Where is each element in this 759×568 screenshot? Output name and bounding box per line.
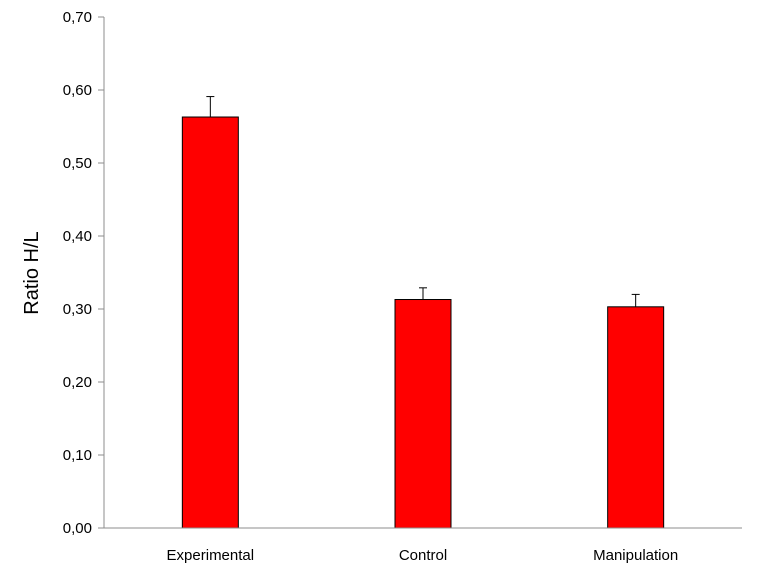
bars [181, 96, 665, 529]
bar-experimental [181, 116, 239, 529]
y-tick-label: 0,00 [63, 520, 92, 537]
bar-manipulation [607, 306, 665, 529]
y-tick-label: 0,40 [63, 228, 92, 245]
y-tick-label: 0,30 [63, 301, 92, 318]
x-tick-label-experimental: Experimental [167, 547, 255, 564]
x-tick-label-control: Control [399, 547, 447, 564]
y-tick-label: 0,70 [63, 9, 92, 26]
y-tick-label: 0,60 [63, 82, 92, 99]
y-tick-label: 0,50 [63, 155, 92, 172]
x-axis-labels: Experimental Control Manipulation [167, 547, 679, 564]
y-axis-title: Ratio H/L [21, 231, 43, 314]
y-tick-label: 0,20 [63, 374, 92, 391]
x-tick-label-manipulation: Manipulation [593, 547, 678, 564]
y-axis-ticks: 0,00 0,10 0,20 0,30 0,40 0,50 0,60 0,70 [63, 9, 104, 537]
y-tick-label: 0,10 [63, 447, 92, 464]
bar-control [394, 299, 452, 529]
